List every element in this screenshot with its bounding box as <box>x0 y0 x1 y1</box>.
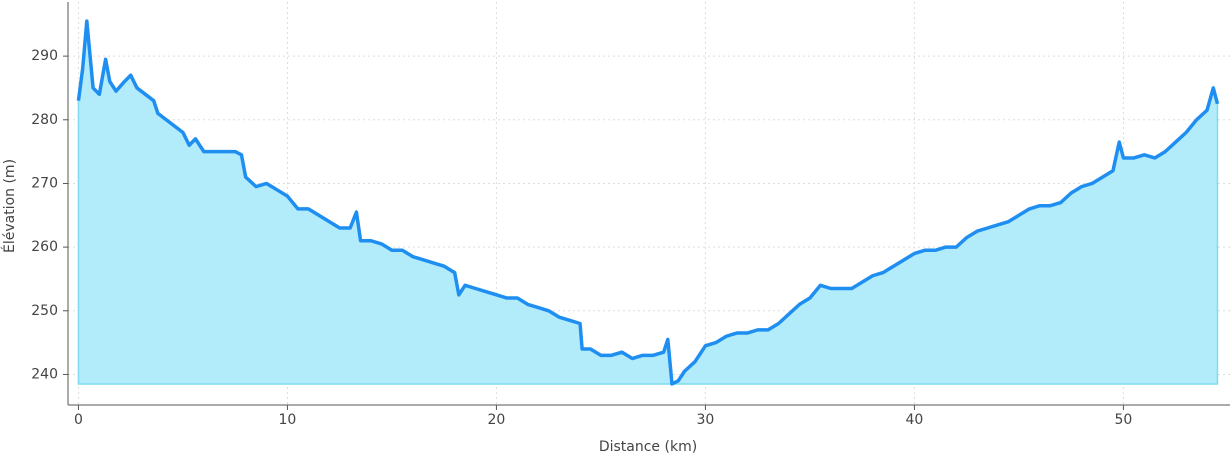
area-fill <box>77 21 1219 386</box>
x-tick-label: 50 <box>1114 412 1132 428</box>
y-tick-label: 280 <box>31 112 58 128</box>
x-axis-label: Distance (km) <box>599 439 697 455</box>
y-tick-label: 290 <box>31 48 58 64</box>
y-tick-label: 250 <box>31 303 58 319</box>
x-tick-label: 10 <box>279 412 297 428</box>
x-tick-label: 0 <box>74 412 83 428</box>
x-tick-label: 40 <box>906 412 924 428</box>
y-tick-label: 260 <box>31 239 58 255</box>
y-tick-label: 240 <box>31 366 58 382</box>
x-tick-label: 20 <box>488 412 506 428</box>
x-tick-label: 30 <box>697 412 715 428</box>
elevation-line <box>76 19 1220 386</box>
y-tick-label: 270 <box>31 175 58 191</box>
y-axis-label: Élévation (m) <box>1 159 18 253</box>
